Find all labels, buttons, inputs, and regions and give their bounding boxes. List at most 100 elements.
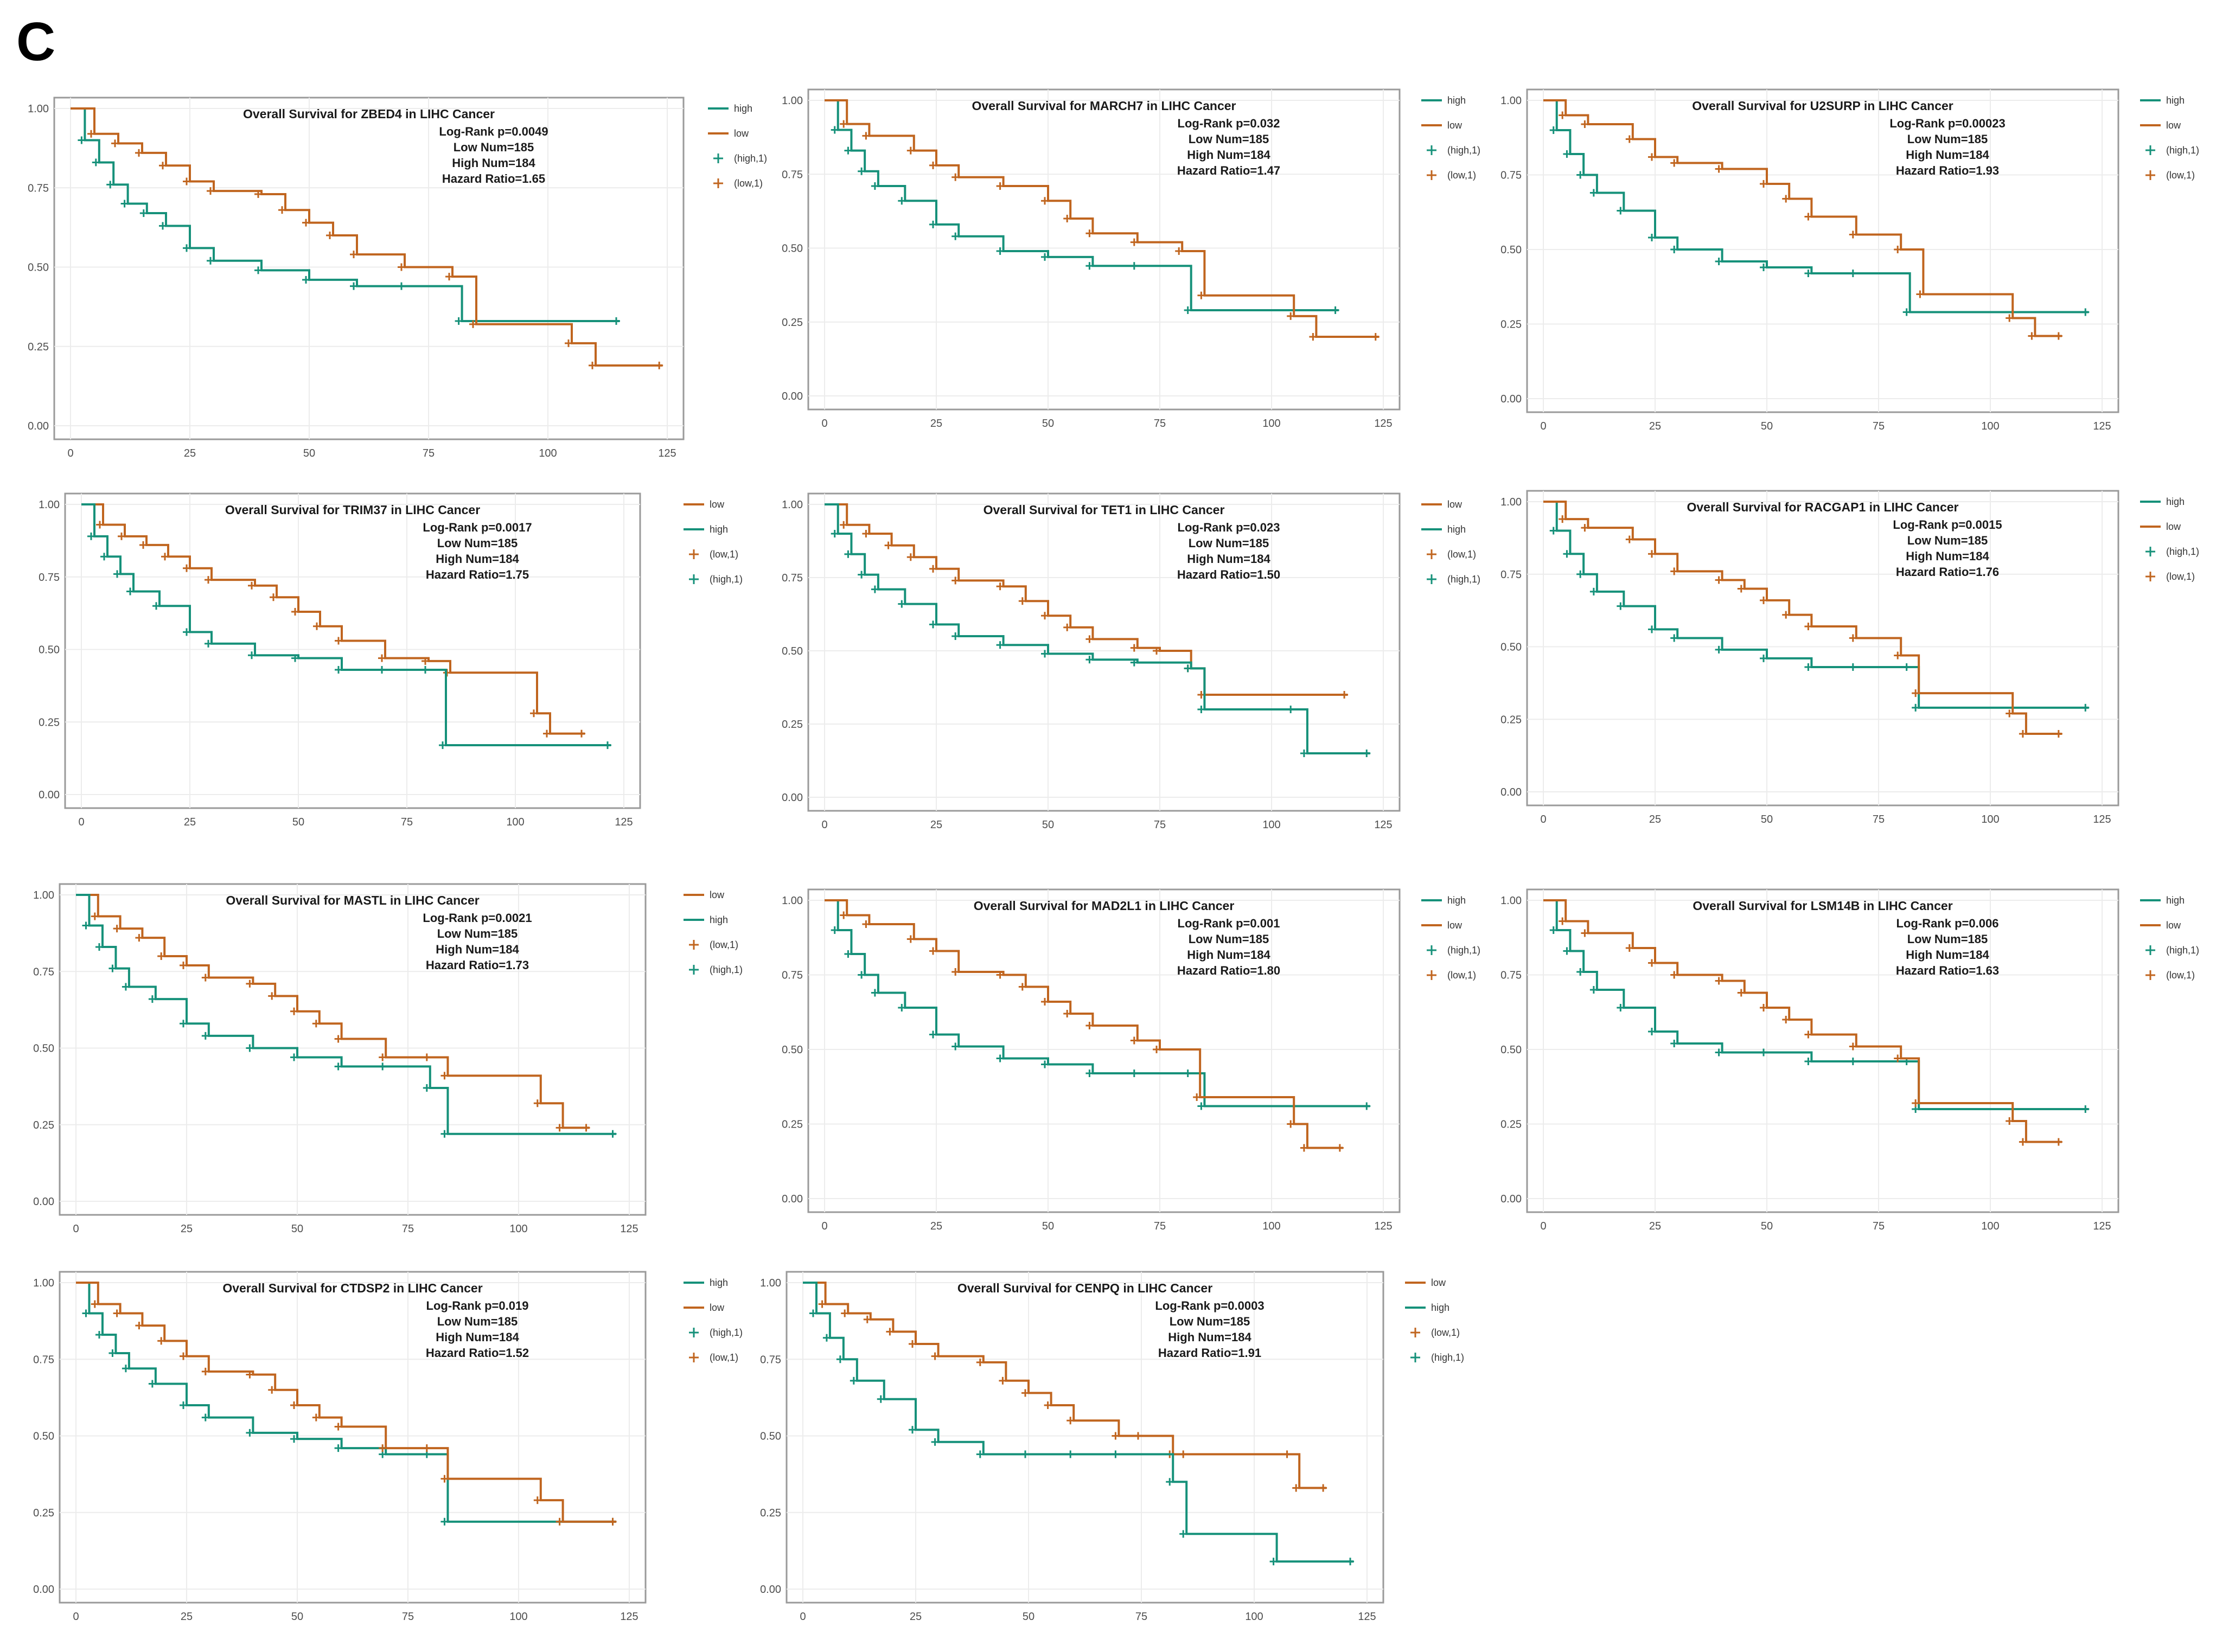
y-tick-label: 0.00 [1500, 786, 1522, 798]
censor-mark-low [1559, 515, 1567, 523]
censor-mark-low [2054, 730, 2062, 738]
censor-mark-high [82, 921, 90, 930]
x-tick-label: 100 [1245, 1611, 1263, 1623]
censor-mark-low [326, 232, 334, 239]
censor-mark-high [609, 1130, 617, 1138]
censor-mark-high [334, 1062, 342, 1071]
y-tick-label: 0.00 [782, 1193, 803, 1205]
legend-label: (high,1) [1447, 945, 1480, 956]
censor-mark-low [1300, 1144, 1308, 1152]
censor-mark-low [1153, 1046, 1160, 1053]
legend-label: low [710, 499, 725, 510]
censor-mark-low [1849, 230, 1857, 239]
censor-mark-low [1625, 135, 1633, 143]
censor-mark-high [302, 276, 310, 284]
censor-mark-high [1067, 1450, 1075, 1458]
censor-mark-high [1760, 654, 1767, 662]
x-tick-label: 75 [402, 1223, 414, 1235]
censor-mark-low [161, 553, 169, 561]
censor-mark-low [1283, 1450, 1291, 1458]
censor-mark-high [1715, 645, 1723, 654]
x-tick-label: 100 [1981, 1220, 1999, 1232]
y-tick-label: 1.00 [28, 103, 49, 115]
censor-mark-low [1193, 1093, 1201, 1101]
censor-mark-low [1085, 229, 1094, 238]
censor-mark-high [871, 989, 879, 997]
censor-mark-low [1804, 623, 1812, 631]
censor-mark-low [841, 1309, 849, 1317]
x-tick-label: 125 [1374, 418, 1392, 430]
y-tick-label: 0.25 [28, 341, 49, 353]
stat-line: High Num=184 [1187, 948, 1270, 962]
plot-frame [807, 492, 1401, 812]
censor-mark-high [822, 1334, 831, 1342]
censor-mark-low [1804, 1030, 1812, 1039]
legend-label: low [710, 1302, 725, 1313]
censor-mark-low [302, 219, 310, 227]
chart-title: Overall Survival for LSM14B in LIHC Canc… [1693, 899, 1952, 913]
censor-mark-low [335, 637, 342, 645]
censor-mark-low [423, 1053, 431, 1061]
censor-mark-low [951, 577, 960, 585]
x-tick-label: 125 [620, 1611, 638, 1623]
km-panel-tet1: 0.00 0.25 0.50 0.75 1.00 0 25 50 75 100 125 Overall… [765, 488, 1513, 868]
censor-mark-low [996, 971, 1004, 979]
legend-label: (high,1) [710, 964, 743, 975]
censor-mark-high [183, 244, 190, 252]
legend-label: (low,1) [1447, 970, 1476, 981]
censor-mark-low [929, 565, 937, 573]
legend-label: (high,1) [1447, 574, 1480, 585]
censor-mark-low [909, 1340, 916, 1348]
x-tick-label: 125 [658, 447, 676, 459]
censor-mark-high [148, 995, 156, 1003]
y-tick-label: 0.25 [33, 1507, 54, 1519]
x-tick-label: 50 [1761, 1220, 1773, 1232]
censor-mark-high [909, 1426, 916, 1434]
censor-mark-low [91, 1300, 99, 1308]
censor-mark-low [1912, 689, 1920, 697]
survival-curve-high [1543, 501, 2089, 709]
censor-mark-low [440, 1072, 449, 1080]
survival-curve-high [825, 899, 1370, 1107]
stat-line: Log-Rank p=0.0021 [423, 911, 532, 925]
y-tick-label: 0.25 [39, 716, 60, 728]
censor-mark-low [422, 657, 429, 665]
censor-mark-high [139, 209, 148, 217]
censor-mark-low [863, 1315, 871, 1323]
legend-label: (low,1) [710, 939, 738, 950]
survival-curve-high [825, 503, 1370, 754]
censor-mark-high [1130, 658, 1138, 667]
censor-mark-low [1760, 1004, 1767, 1011]
stat-line: High Num=184 [1168, 1330, 1251, 1344]
censor-mark-high [1617, 602, 1625, 610]
x-tick-label: 100 [539, 447, 557, 459]
censor-mark-high [422, 665, 429, 674]
legend-label: high [1447, 895, 1466, 906]
stat-line: Hazard Ratio=1.65 [442, 172, 545, 185]
censor-mark-high [398, 282, 405, 290]
censor-mark-low [886, 1328, 894, 1336]
censor-mark-high [1085, 1070, 1094, 1077]
stat-line: Log-Rank p=0.0003 [1155, 1299, 1264, 1312]
censor-mark-high [929, 220, 937, 228]
censor-mark-high [844, 950, 852, 958]
stat-line: Low Num=185 [1189, 536, 1269, 550]
y-tick-label: 0.50 [33, 1043, 54, 1055]
censor-mark-low [1197, 291, 1205, 299]
censor-mark-low [1112, 1432, 1120, 1440]
censor-mark-low [111, 139, 119, 148]
censor-mark-low [1067, 1417, 1075, 1425]
legend-label: (high,1) [710, 1327, 743, 1338]
y-tick-label: 0.00 [760, 1584, 781, 1596]
x-tick-label: 25 [910, 1611, 922, 1623]
censor-mark-low [589, 361, 596, 369]
plot-frame [1526, 88, 2119, 413]
censor-mark-high [205, 639, 212, 648]
censor-mark-low [113, 925, 121, 933]
stat-line: Hazard Ratio=1.91 [1158, 1346, 1261, 1360]
y-tick-label: 0.75 [33, 1354, 54, 1366]
km-chart-svg: 0.00 0.25 0.50 0.75 1.00 0 25 50 75 100 125 Overall… [782, 88, 1480, 430]
censor-mark-high [976, 1450, 984, 1458]
censor-mark-low [1041, 998, 1049, 1006]
censor-mark-low [1581, 524, 1589, 532]
